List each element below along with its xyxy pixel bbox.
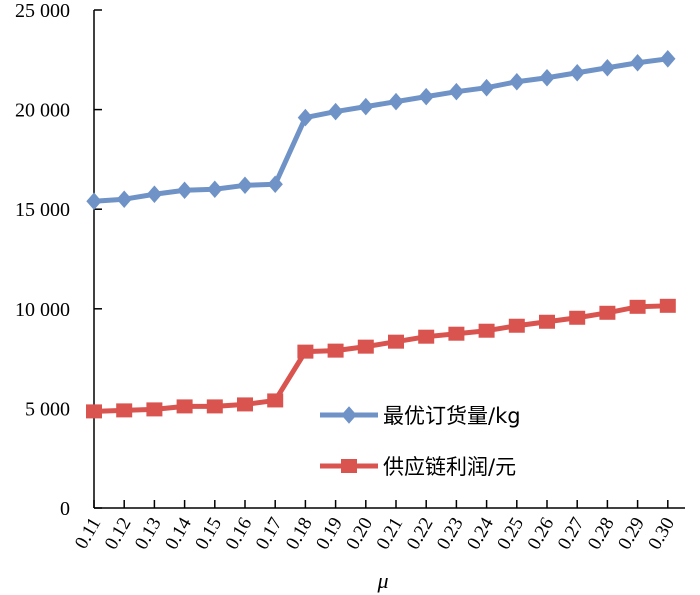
- data-point: [176, 399, 193, 414]
- data-point: [599, 59, 616, 77]
- data-point: [478, 78, 495, 97]
- y-tick-label: 15 000: [15, 199, 70, 221]
- legend: 最优订货量/kg 供应链利润/元: [320, 404, 521, 479]
- y-tick-label: 10 000: [15, 299, 70, 321]
- data-point: [297, 344, 314, 359]
- legend-marker: [341, 406, 357, 424]
- data-point: [357, 339, 374, 354]
- data-point: [388, 334, 404, 349]
- x-tick-label: 0.12: [101, 514, 136, 553]
- data-point: [206, 399, 223, 414]
- x-tick-label: 0.15: [191, 514, 226, 553]
- data-point: [599, 305, 616, 320]
- x-tick-label: 0.29: [614, 514, 649, 553]
- data-point: [207, 180, 223, 199]
- data-point: [267, 175, 283, 194]
- x-tick-label: 0.21: [373, 514, 408, 553]
- legend-item: 最优订货量/kg: [320, 404, 521, 428]
- data-point: [146, 402, 163, 417]
- data-point: [86, 404, 102, 419]
- data-point: [327, 343, 344, 358]
- series-line: [91, 56, 671, 204]
- data-point: [448, 82, 465, 101]
- data-point: [327, 102, 344, 121]
- data-point: [659, 298, 676, 313]
- x-tick-label: 0.17: [252, 514, 287, 553]
- x-tick-label: 0.19: [312, 514, 347, 553]
- x-tick-label: 0.16: [222, 514, 257, 553]
- y-tick-label: 20 000: [15, 100, 70, 122]
- data-point: [660, 50, 676, 68]
- data-point: [237, 176, 253, 195]
- data-point: [629, 54, 646, 72]
- data-point: [569, 63, 585, 82]
- y-tick-label: 5 000: [25, 398, 70, 420]
- legend-label: 供应链利润/元: [383, 455, 516, 479]
- x-tick-label: 0.20: [342, 514, 377, 553]
- data-point: [146, 185, 163, 204]
- data-point: [267, 393, 284, 408]
- x-tick-label: 0.30: [644, 514, 679, 553]
- data-point: [176, 181, 193, 200]
- data-point: [629, 299, 646, 314]
- legend-marker: [341, 459, 357, 473]
- data-point: [237, 397, 253, 412]
- x-axis-label: μ: [376, 568, 388, 593]
- legend-item: 供应链利润/元: [320, 455, 516, 479]
- x-tick-label: 0.27: [554, 514, 589, 553]
- data-point: [418, 329, 435, 344]
- data-point: [418, 87, 434, 106]
- data-point: [539, 314, 555, 329]
- x-tick-label: 0.22: [403, 514, 438, 553]
- data-point: [116, 190, 132, 208]
- data-point: [478, 323, 495, 338]
- x-tick-label: 0.23: [433, 514, 468, 553]
- data-point: [297, 108, 314, 127]
- data-point: [509, 72, 525, 91]
- y-tick-label: 0: [60, 498, 70, 520]
- x-tick-label: 0.24: [463, 514, 498, 554]
- data-point: [448, 326, 465, 341]
- data-point: [539, 68, 555, 87]
- legend-label: 最优订货量/kg: [383, 404, 521, 428]
- series-2: [86, 298, 676, 419]
- x-tick-label: 0.14: [161, 514, 196, 554]
- data-point: [388, 92, 404, 111]
- x-tick-label: 0.26: [524, 514, 559, 553]
- data-point: [116, 403, 133, 418]
- y-tick-label: 25 000: [15, 0, 70, 22]
- x-tick-label: 0.28: [584, 514, 619, 553]
- data-point: [358, 97, 374, 116]
- data-point: [569, 310, 586, 325]
- x-tick-label: 0.18: [282, 514, 317, 553]
- x-tick-label: 0.13: [131, 514, 166, 553]
- x-tick-label: 0.25: [493, 514, 528, 553]
- x-tick-label: 0.11: [71, 514, 105, 553]
- data-point: [508, 318, 525, 333]
- data-point: [86, 192, 102, 210]
- series-1: [86, 50, 676, 210]
